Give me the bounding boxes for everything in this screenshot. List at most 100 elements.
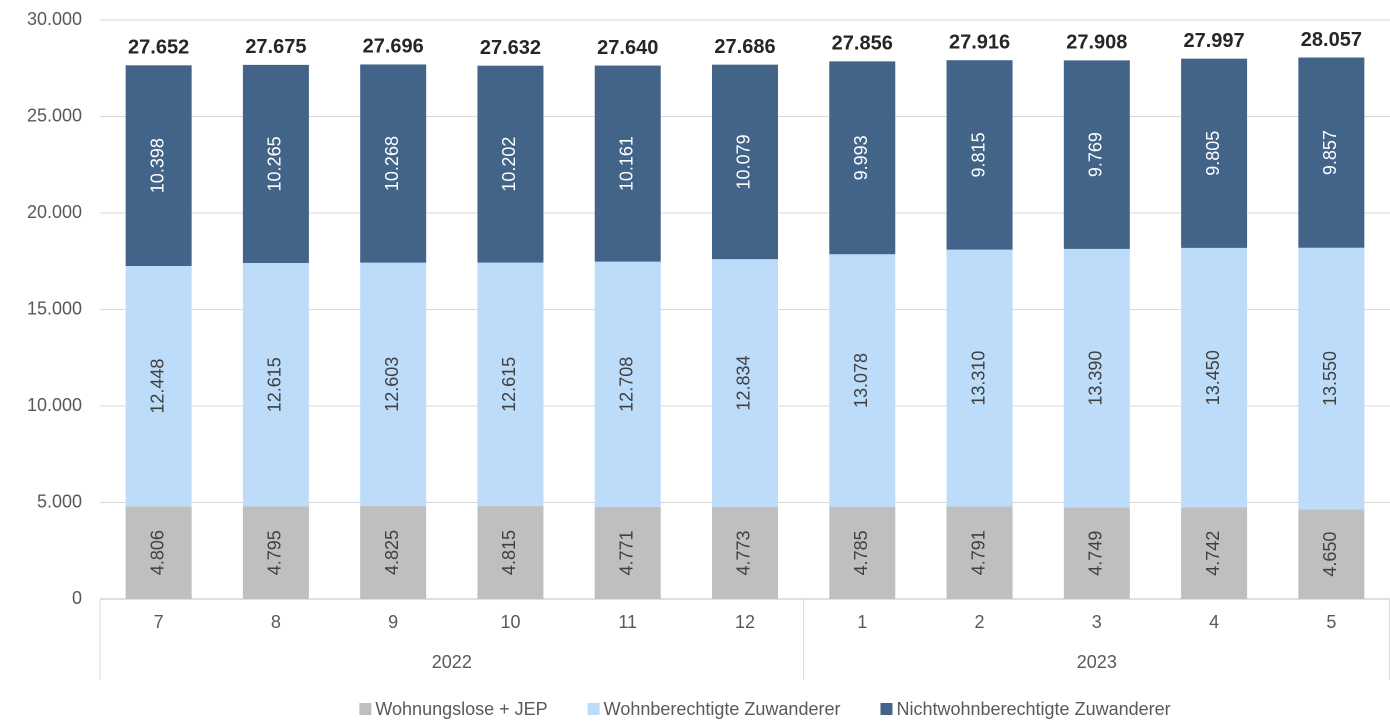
y-tick-label: 25.000 bbox=[27, 105, 82, 125]
data-label: 4.773 bbox=[734, 530, 754, 575]
total-label: 27.675 bbox=[245, 36, 306, 58]
legend-swatch bbox=[587, 703, 600, 715]
total-label: 28.057 bbox=[1301, 29, 1362, 51]
x-tick-label: 1 bbox=[857, 612, 867, 632]
data-label: 9.815 bbox=[968, 132, 988, 177]
x-tick-label: 2 bbox=[975, 612, 985, 632]
data-label: 13.550 bbox=[1320, 351, 1340, 406]
data-label: 13.310 bbox=[968, 351, 988, 406]
bar-segment bbox=[1181, 507, 1248, 599]
y-tick-label: 15.000 bbox=[27, 298, 82, 318]
bar-segment bbox=[594, 261, 661, 507]
legend-label: Wohnberechtigte Zuwanderer bbox=[604, 699, 841, 719]
bar-segment bbox=[125, 265, 192, 507]
bar-segment bbox=[125, 506, 192, 599]
bar-segment bbox=[477, 506, 544, 599]
total-label: 27.856 bbox=[832, 33, 893, 55]
data-label: 4.795 bbox=[265, 530, 285, 575]
data-label: 10.202 bbox=[499, 137, 519, 192]
data-label: 12.708 bbox=[616, 357, 636, 412]
bar-segment bbox=[712, 64, 778, 260]
total-label: 27.696 bbox=[363, 36, 424, 58]
data-label: 4.815 bbox=[499, 530, 519, 575]
data-label: 12.615 bbox=[499, 357, 519, 412]
y-tick-label: 30.000 bbox=[27, 9, 82, 29]
data-label: 9.993 bbox=[851, 135, 871, 180]
bar-segment bbox=[829, 506, 896, 599]
data-label: 9.857 bbox=[1320, 130, 1340, 175]
bar-segment bbox=[829, 254, 896, 507]
bar-segment bbox=[125, 65, 192, 266]
bar-segment bbox=[477, 65, 544, 263]
data-label: 10.161 bbox=[616, 136, 636, 191]
total-label: 27.997 bbox=[1184, 30, 1245, 52]
total-label: 27.908 bbox=[1066, 32, 1127, 54]
bar-segment bbox=[360, 64, 427, 263]
bar-segment bbox=[594, 65, 661, 262]
total-label: 27.916 bbox=[949, 32, 1010, 54]
data-label: 12.615 bbox=[265, 357, 285, 412]
bar-segment bbox=[946, 506, 1013, 599]
data-label: 13.390 bbox=[1086, 351, 1106, 406]
y-tick-label: 0 bbox=[72, 588, 82, 608]
bar-segment bbox=[594, 506, 661, 599]
y-tick-label: 10.000 bbox=[27, 395, 82, 415]
bar-segment bbox=[1298, 509, 1365, 599]
data-label: 4.785 bbox=[851, 530, 871, 575]
data-label: 4.771 bbox=[616, 530, 636, 575]
bar-segment bbox=[946, 249, 1013, 507]
bar-segment bbox=[712, 506, 778, 599]
bar-segment bbox=[477, 262, 544, 507]
total-label: 27.640 bbox=[597, 37, 658, 59]
data-label: 10.268 bbox=[382, 136, 402, 191]
legend-swatch bbox=[880, 703, 893, 715]
bar-segment bbox=[1181, 247, 1248, 508]
x-tick-label: 11 bbox=[618, 612, 637, 632]
bar-segment bbox=[360, 505, 427, 599]
data-label: 9.805 bbox=[1203, 131, 1223, 176]
bar-segment bbox=[360, 262, 427, 506]
data-label: 4.650 bbox=[1320, 532, 1340, 577]
x-tick-label: 7 bbox=[154, 612, 164, 632]
group-label: 2023 bbox=[1077, 652, 1117, 672]
x-tick-label: 8 bbox=[271, 612, 281, 632]
bar-segment bbox=[242, 262, 309, 507]
x-tick-label: 5 bbox=[1326, 612, 1336, 632]
data-label: 4.825 bbox=[382, 530, 402, 575]
x-tick-label: 12 bbox=[735, 612, 755, 632]
bar-segment bbox=[242, 64, 309, 263]
y-tick-label: 5.000 bbox=[37, 491, 82, 511]
data-label: 4.749 bbox=[1086, 531, 1106, 576]
data-label: 12.603 bbox=[382, 357, 402, 412]
bar-segment bbox=[242, 506, 309, 599]
group-label: 2022 bbox=[432, 652, 472, 672]
bar-segment bbox=[1063, 507, 1130, 599]
data-label: 9.769 bbox=[1086, 132, 1106, 177]
data-label: 13.450 bbox=[1203, 350, 1223, 405]
y-tick-label: 20.000 bbox=[27, 202, 82, 222]
data-label: 4.742 bbox=[1203, 531, 1223, 576]
data-label: 4.806 bbox=[147, 530, 167, 575]
bar-segment bbox=[1181, 58, 1248, 248]
data-label: 12.448 bbox=[147, 359, 167, 414]
bar-segment bbox=[1298, 247, 1365, 510]
data-label: 10.398 bbox=[147, 138, 167, 193]
legend-label: Wohnungslose + JEP bbox=[375, 699, 547, 719]
total-label: 27.652 bbox=[128, 37, 189, 59]
bar-segment bbox=[1298, 57, 1365, 248]
data-label: 10.079 bbox=[734, 134, 754, 189]
x-tick-label: 10 bbox=[500, 612, 520, 632]
legend-swatch bbox=[359, 703, 372, 715]
bar-segment bbox=[712, 259, 778, 507]
x-tick-label: 4 bbox=[1209, 612, 1219, 632]
x-tick-label: 9 bbox=[388, 612, 398, 632]
bar-segment bbox=[829, 61, 896, 255]
bar-segment bbox=[1063, 60, 1130, 249]
data-label: 12.834 bbox=[734, 356, 754, 411]
data-label: 4.791 bbox=[968, 530, 988, 575]
legend-label: Nichtwohnberechtigte Zuwanderer bbox=[896, 699, 1170, 719]
total-label: 27.686 bbox=[714, 36, 775, 58]
x-tick-label: 3 bbox=[1092, 612, 1102, 632]
bar-segment bbox=[946, 60, 1013, 250]
